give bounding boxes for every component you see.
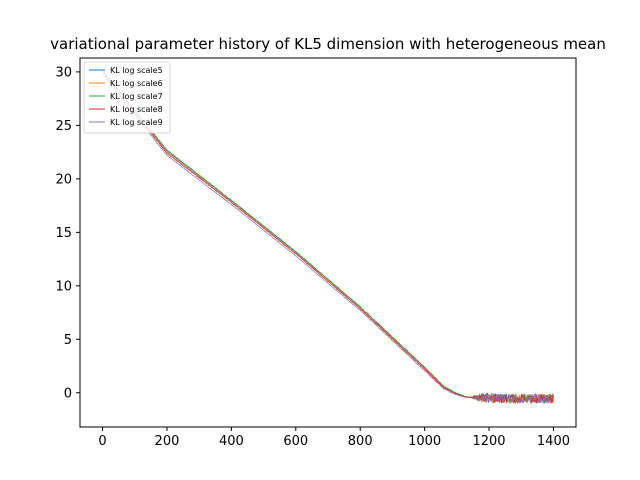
x-tick-label-0: 0 — [98, 434, 106, 449]
legend-box — [83, 61, 171, 134]
x-tick-label-600: 600 — [283, 434, 308, 449]
y-tick-label-20: 20 — [55, 172, 72, 187]
x-tick-label-1000: 1000 — [408, 434, 441, 449]
y-tick-label-5: 5 — [64, 333, 72, 348]
y-tick-label-15: 15 — [55, 226, 72, 241]
legend: KL log scale5 KL log scale6 KL log scale7 K… — [83, 61, 171, 134]
x-tick-label-800: 800 — [348, 434, 373, 449]
y-tick-label-30: 30 — [55, 65, 72, 80]
series-line-5 — [102, 73, 554, 404]
legend-label-3: KL log scale7 — [110, 92, 163, 101]
x-tick-label-400: 400 — [219, 434, 244, 449]
series-lines — [102, 69, 554, 405]
y-tick-label-25: 25 — [55, 119, 72, 134]
y-tick-label-10: 10 — [55, 279, 72, 294]
legend-label-1: KL log scale5 — [110, 66, 163, 75]
axes-frame — [79, 57, 577, 428]
x-tick-label-200: 200 — [155, 434, 180, 449]
legend-label-2: KL log scale6 — [110, 79, 163, 88]
y-tick-label-0: 0 — [64, 386, 72, 401]
x-tick-label-1200: 1200 — [472, 434, 505, 449]
x-tick-label-1400: 1400 — [537, 434, 570, 449]
legend-label-4: KL log scale8 — [110, 105, 163, 114]
chart-title: variational parameter history of KL5 dim… — [50, 35, 606, 53]
legend-label-5: KL log scale9 — [110, 118, 163, 127]
axis-ticks: 0 200 400 600 800 1000 1200 1400 0 5 10 15 20 25 30 — [55, 65, 570, 449]
